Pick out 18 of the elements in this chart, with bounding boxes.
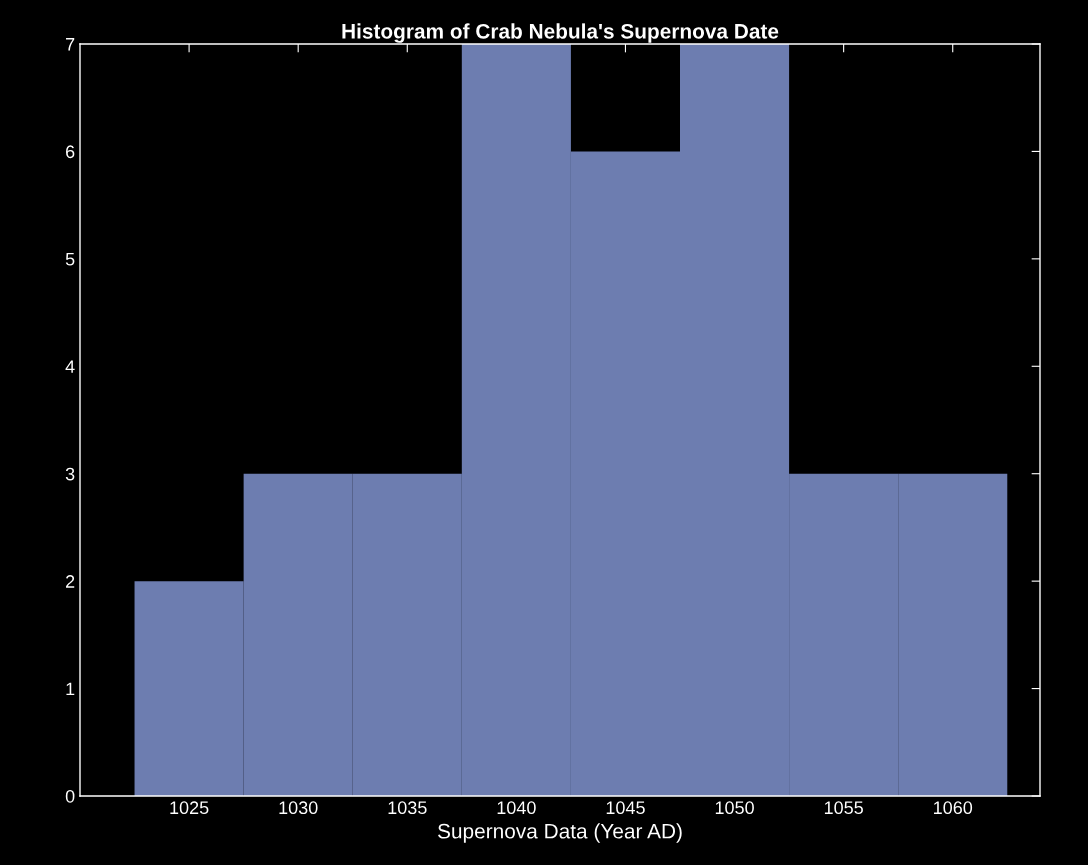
chart-title: Histogram of Crab Nebula's Supernova Date	[342, 23, 779, 43]
x-tick-label: 1055	[824, 801, 863, 815]
y-tick-label: 3	[65, 467, 75, 481]
x-tick-label: 1040	[497, 801, 536, 815]
x-tick-label: 1035	[388, 801, 427, 815]
y-tick-label: 6	[66, 145, 75, 159]
x-tick-label: 1045	[606, 801, 645, 815]
x-tick-label: 1030	[279, 801, 318, 815]
y-tick-label: 7	[66, 38, 75, 51]
x-axis-title: Supernova Data (Year AD)	[438, 823, 682, 843]
y-tick-label: 2	[66, 575, 75, 588]
y-tick-label: 0	[65, 789, 75, 803]
y-tick-label: 4	[65, 360, 75, 373]
y-tick-label: 1	[66, 682, 75, 696]
x-tick-label: 1060	[934, 801, 973, 815]
y-tick-label: 5	[65, 252, 75, 266]
x-tick-label: 1050	[715, 801, 754, 815]
x-tick-label: 1025	[170, 801, 209, 815]
